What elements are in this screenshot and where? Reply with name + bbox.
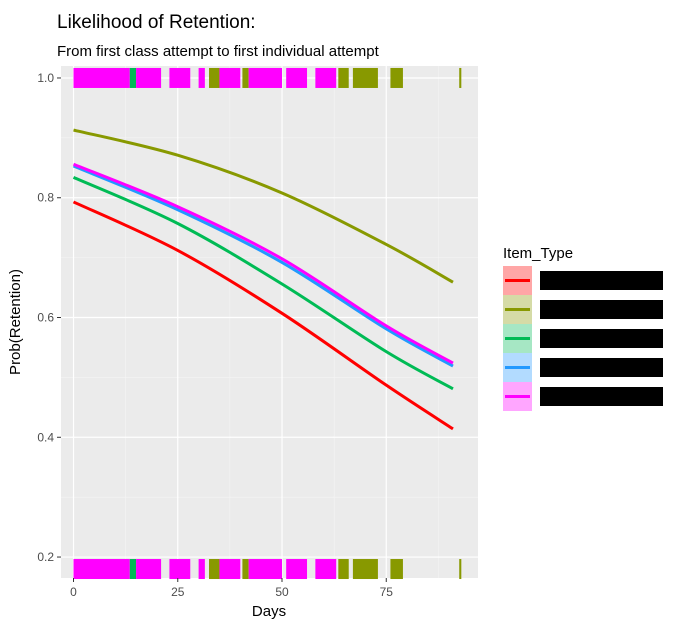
rug-mark-top — [129, 67, 137, 88]
rug-mark-top — [219, 67, 241, 88]
y-tick-label: 1.0 — [37, 71, 54, 85]
rug-mark-bottom — [73, 559, 130, 580]
grid-lines — [61, 66, 478, 578]
y-axis-ticks: 0.2 0.4 0.6 0.8 1.0 — [37, 71, 61, 564]
series-line-s2 — [73, 128, 454, 284]
rug-mark-bottom — [338, 559, 349, 580]
rug-mark-top — [459, 67, 462, 88]
rug-mark-bottom — [315, 559, 337, 580]
rug-mark-top — [136, 67, 162, 88]
rug-mark-top — [242, 67, 249, 88]
rug-mark-top — [169, 67, 191, 88]
rug-marks — [73, 67, 462, 580]
rug-mark-bottom — [219, 559, 241, 580]
series-line-s1 — [72, 200, 454, 431]
rug-mark-bottom — [459, 559, 462, 580]
chart-subtitle: From first class attempt to first indivi… — [57, 43, 380, 60]
legend-title: Item_Type — [503, 245, 573, 262]
chart-title: Likelihood of Retention: — [57, 12, 256, 33]
series-line-s4 — [72, 164, 454, 368]
x-tick-label: 25 — [171, 585, 185, 599]
rug-mark-bottom — [242, 559, 249, 580]
legend-label-redacted — [540, 358, 663, 377]
x-axis-title: Days — [252, 603, 286, 620]
rug-mark-bottom — [248, 559, 283, 580]
y-tick-label: 0.8 — [37, 191, 54, 205]
legend-label-redacted — [540, 300, 663, 319]
x-tick-label: 0 — [70, 585, 77, 599]
legend-label-redacted — [540, 329, 663, 348]
rug-mark-top — [390, 67, 403, 88]
rug-mark-bottom — [136, 559, 162, 580]
rug-mark-bottom — [198, 559, 205, 580]
legend-label-redacted — [540, 271, 663, 290]
series-line-s5 — [72, 162, 454, 365]
x-tick-label: 75 — [380, 585, 394, 599]
rug-mark-top — [198, 67, 205, 88]
rug-mark-top — [315, 67, 337, 88]
rug-mark-bottom — [286, 559, 308, 580]
series-lines — [72, 128, 454, 431]
rug-mark-top — [338, 67, 349, 88]
rug-mark-top — [352, 67, 378, 88]
rug-mark-top — [209, 67, 220, 88]
rug-mark-top — [286, 67, 308, 88]
y-tick-label: 0.2 — [37, 550, 54, 564]
x-axis-ticks: 0 25 50 75 — [70, 578, 393, 599]
rug-mark-bottom — [209, 559, 220, 580]
rug-mark-top — [73, 67, 130, 88]
y-tick-label: 0.4 — [37, 430, 54, 444]
rug-mark-bottom — [129, 559, 137, 580]
y-tick-label: 0.6 — [37, 311, 54, 325]
y-axis-title: Prob(Retention) — [7, 269, 24, 375]
legend — [503, 266, 663, 411]
rug-mark-bottom — [352, 559, 378, 580]
plot-panel — [61, 66, 478, 578]
series-line-s3 — [72, 176, 454, 391]
rug-mark-top — [248, 67, 283, 88]
legend-label-redacted — [540, 387, 663, 406]
rug-mark-bottom — [390, 559, 403, 580]
rug-mark-bottom — [169, 559, 191, 580]
x-tick-label: 50 — [275, 585, 289, 599]
